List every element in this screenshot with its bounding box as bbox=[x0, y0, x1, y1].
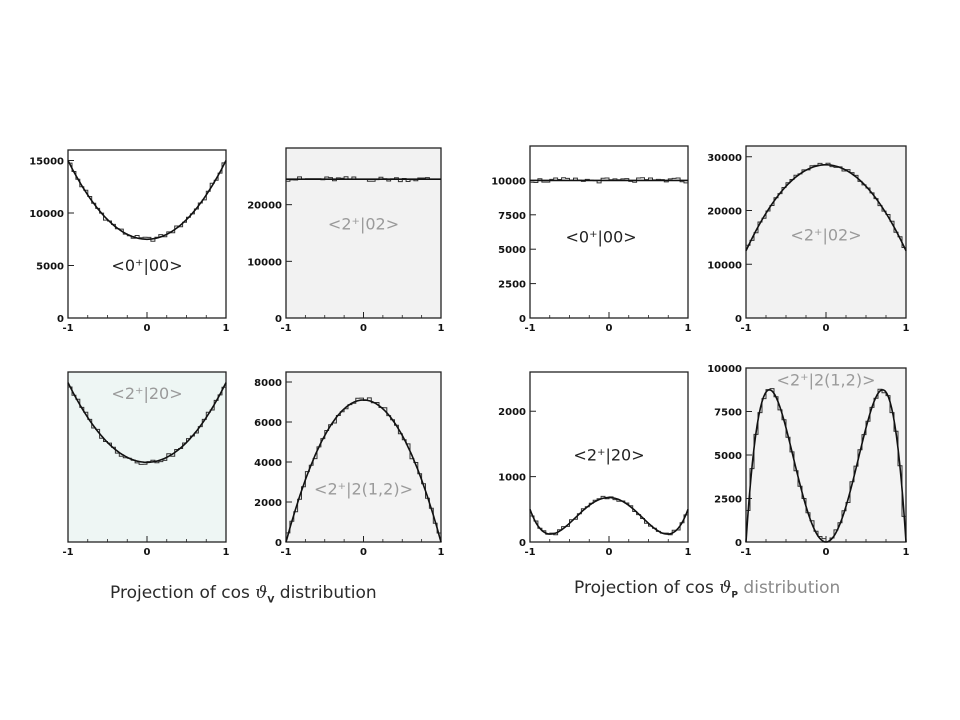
caption-right-prefix: Projection of cos bbox=[574, 578, 720, 598]
panel-label: <2⁺|2(1,2)> bbox=[314, 479, 413, 498]
caption-left-suffix: distribution bbox=[274, 583, 377, 603]
y-tick-label: 10000 bbox=[707, 260, 742, 271]
panel-3: -1 0 1 <2⁺|20> bbox=[62, 371, 230, 558]
y-tick-label: 8000 bbox=[254, 378, 282, 389]
histogram-series bbox=[746, 162, 906, 248]
y-tick-label: 10000 bbox=[29, 209, 64, 220]
x-tick-label: 0 bbox=[823, 547, 830, 558]
fit-curve bbox=[745, 164, 907, 252]
caption-right-suffix: distribution bbox=[738, 578, 841, 598]
panel-label: <0⁺|00> bbox=[111, 256, 182, 275]
x-tick-label: 0 bbox=[606, 323, 613, 334]
x-tick-label: 0 bbox=[144, 547, 151, 558]
y-tick-label: 2000 bbox=[498, 407, 526, 418]
x-tick-label: 0 bbox=[360, 323, 367, 334]
plot-frame bbox=[745, 145, 907, 319]
y-tick-label: 0 bbox=[275, 314, 282, 325]
y-tick-label: 5000 bbox=[714, 451, 742, 462]
y-tick-label: 0 bbox=[275, 538, 282, 549]
x-tick-label: 1 bbox=[438, 547, 445, 558]
x-tick-label: 1 bbox=[685, 547, 692, 558]
y-tick-label: 10000 bbox=[491, 176, 526, 187]
y-tick-label: 15000 bbox=[29, 157, 64, 168]
y-tick-label: 20000 bbox=[707, 207, 742, 218]
plot-frame bbox=[285, 147, 442, 319]
plot-frame bbox=[285, 371, 442, 543]
y-tick-label: 5000 bbox=[498, 245, 526, 256]
x-tick-label: 1 bbox=[223, 323, 230, 334]
histogram-series bbox=[746, 388, 906, 543]
fit-curve bbox=[745, 388, 907, 543]
panel-label: <2⁺|20> bbox=[111, 384, 182, 403]
x-tick-label: 1 bbox=[438, 323, 445, 334]
y-tick-label: 2000 bbox=[254, 498, 282, 509]
caption-left-subscript: V bbox=[267, 595, 275, 606]
theta-symbol: ϑ bbox=[255, 583, 268, 603]
caption-left-prefix: Projection of cos bbox=[110, 583, 256, 603]
caption-right-subscript: P bbox=[731, 590, 739, 601]
x-tick-label: -1 bbox=[62, 323, 73, 334]
x-tick-label: -1 bbox=[524, 323, 535, 334]
y-tick-label: 10000 bbox=[247, 257, 282, 268]
x-tick-label: 0 bbox=[823, 323, 830, 334]
y-tick-label: 0 bbox=[735, 538, 742, 549]
panel-label: <0⁺|00> bbox=[566, 227, 637, 246]
histogram-series bbox=[68, 162, 226, 242]
x-tick-label: 0 bbox=[606, 547, 613, 558]
plot-frame bbox=[745, 367, 907, 543]
x-tick-label: 1 bbox=[903, 323, 910, 334]
plot-frame bbox=[529, 371, 689, 543]
y-tick-label: 7500 bbox=[498, 211, 526, 222]
y-tick-label: 30000 bbox=[707, 153, 742, 164]
theta-symbol: ϑ bbox=[719, 578, 732, 598]
y-tick-label: 1000 bbox=[498, 473, 526, 484]
panel-label: <2⁺|20> bbox=[573, 445, 644, 464]
x-tick-label: 1 bbox=[903, 547, 910, 558]
x-tick-label: -1 bbox=[524, 547, 535, 558]
caption-left: Projection of cos ϑV distribution bbox=[110, 583, 377, 605]
y-tick-label: 0 bbox=[735, 314, 742, 325]
plot-frame bbox=[529, 145, 689, 319]
y-tick-label: 7500 bbox=[714, 408, 742, 419]
y-tick-label: 0 bbox=[519, 314, 526, 325]
x-tick-label: 1 bbox=[223, 547, 230, 558]
x-tick-label: 0 bbox=[360, 547, 367, 558]
y-tick-label: 2500 bbox=[714, 495, 742, 506]
y-tick-label: 2500 bbox=[498, 280, 526, 291]
x-tick-label: -1 bbox=[280, 323, 291, 334]
fit-curve bbox=[67, 160, 227, 241]
plot-frame bbox=[67, 149, 227, 319]
plot-frame bbox=[67, 371, 227, 543]
caption-right: Projection of cos ϑP distribution bbox=[574, 578, 840, 600]
fit-curve bbox=[529, 496, 689, 535]
panel-label: <2⁺|2(1,2)> bbox=[777, 370, 876, 389]
y-tick-label: 4000 bbox=[254, 458, 282, 469]
fit-curve bbox=[285, 399, 442, 543]
y-tick-label: 6000 bbox=[254, 418, 282, 429]
x-tick-label: 1 bbox=[685, 323, 692, 334]
y-tick-label: 5000 bbox=[36, 262, 64, 273]
y-tick-label: 20000 bbox=[247, 201, 282, 212]
panel-label: <2⁺|02> bbox=[328, 215, 399, 234]
x-tick-label: -1 bbox=[62, 547, 73, 558]
x-tick-label: 0 bbox=[144, 323, 151, 334]
fit-curve bbox=[67, 382, 227, 464]
x-tick-label: -1 bbox=[740, 547, 751, 558]
y-tick-label: 0 bbox=[519, 538, 526, 549]
x-tick-label: -1 bbox=[740, 323, 751, 334]
y-tick-label: 0 bbox=[57, 314, 64, 325]
panel-label: <2⁺|02> bbox=[790, 226, 861, 245]
x-tick-label: -1 bbox=[280, 547, 291, 558]
y-tick-label: 10000 bbox=[707, 364, 742, 375]
